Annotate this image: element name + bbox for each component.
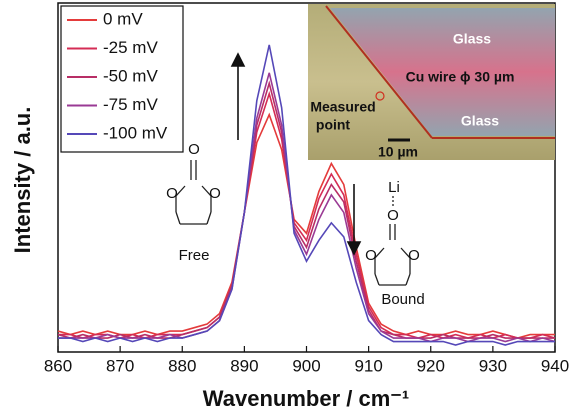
inset-label: 10 µm — [378, 144, 418, 160]
annotation: Free — [179, 247, 210, 264]
x-tick-label: 930 — [479, 356, 507, 375]
inset-label: Measured — [310, 99, 375, 115]
atom: O — [188, 141, 200, 158]
x-axis-title: Wavenumber / cm⁻¹ — [203, 386, 409, 411]
legend-label: -100 mV — [103, 123, 168, 142]
x-tick-label: 910 — [354, 356, 382, 375]
x-tick-label: 900 — [292, 356, 320, 375]
x-tick-label: 870 — [106, 356, 134, 375]
atom: Li — [388, 179, 400, 196]
legend-label: -25 mV — [103, 38, 158, 57]
y-axis-title: Intensity / a.u. — [10, 107, 35, 254]
inset-label: Glass — [461, 113, 499, 129]
x-tick-label: 860 — [44, 356, 72, 375]
x-tick-label: 880 — [168, 356, 196, 375]
arrow-head — [348, 242, 360, 254]
atom: O — [209, 185, 221, 202]
legend-label: -50 mV — [103, 66, 158, 85]
inset-label: Cu wire ϕ 30 µm — [406, 69, 515, 85]
legend-label: -75 mV — [103, 95, 158, 114]
legend-label: 0 mV — [103, 9, 143, 28]
legend: 0 mV -25 mV -50 mV -75 mV -100 mV — [61, 6, 183, 152]
annotation: Bound — [381, 291, 424, 308]
free-molecule — [176, 160, 211, 224]
x-tick-label: 940 — [541, 356, 569, 375]
atom: O — [166, 185, 178, 202]
arrow-head — [232, 54, 244, 66]
x-tick-label: 890 — [230, 356, 258, 375]
atom: O — [387, 207, 399, 224]
atom: O — [365, 247, 377, 264]
x-tick-label: 920 — [417, 356, 445, 375]
inset: Glass Cu wire ϕ 30 µm Glass Measured poi… — [308, 4, 555, 160]
inset-label: point — [316, 117, 351, 133]
inset-label: Glass — [453, 31, 491, 47]
atom: O — [408, 247, 420, 264]
chart: 860 870 880 890 900 910 920 930 940 0 mV -25 mV -50… — [0, 0, 574, 414]
